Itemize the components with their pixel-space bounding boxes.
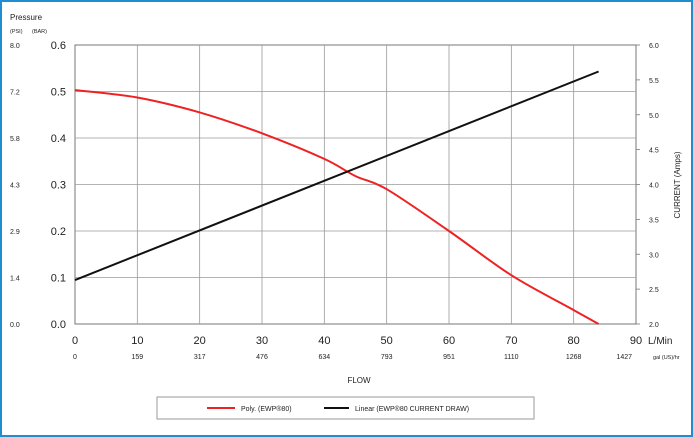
- y-tick-label-bar: 0.5: [51, 87, 66, 99]
- x-tick-label-gal: 159: [131, 354, 143, 361]
- y-axis-psi-unit: (PSI): [10, 29, 23, 35]
- y-tick-label-psi: 0.0: [10, 322, 20, 329]
- y-tick-label-psi: 4.3: [10, 183, 20, 190]
- x-axis-unit-primary: L/Min: [648, 336, 672, 347]
- y-tick-label-psi: 8.0: [10, 43, 20, 50]
- y-tick-label-amps: 3.5: [649, 217, 659, 224]
- legend-label-poly: Poly. (EWP®80): [241, 405, 292, 413]
- x-tick-label: 50: [381, 335, 393, 347]
- y-tick-label-amps: 2.0: [649, 322, 659, 329]
- x-axis-label: FLOW: [347, 376, 371, 385]
- x-tick-label-gal: 634: [318, 354, 330, 361]
- x-tick-label: 80: [568, 335, 580, 347]
- x-tick-label: 10: [131, 335, 143, 347]
- x-tick-label: 70: [505, 335, 517, 347]
- series-layer: [74, 70, 600, 325]
- tick-layer: 0 10 20 30 40 50 60 70 80 90 0 159 317 476 634 793 951 11…: [10, 40, 659, 361]
- right-axis-label: CURRENT (Amps): [673, 151, 682, 218]
- x-tick-label: 0: [72, 335, 78, 347]
- y-tick-label-psi: 7.2: [10, 90, 20, 97]
- y-tick-label-psi: 2.9: [10, 229, 20, 236]
- series-line-current: [74, 70, 599, 281]
- x-tick-label: 60: [443, 335, 455, 347]
- x-tick-label-gal: 1427: [616, 354, 632, 361]
- y-tick-label-bar: 0.6: [51, 40, 66, 52]
- y-tick-label-amps: 5.0: [649, 113, 659, 120]
- x-tick-label: 20: [194, 335, 206, 347]
- legend-label-linear: Linear (EWP®80 CURRENT DRAW): [355, 405, 469, 413]
- x-tick-label-gal: 0: [73, 354, 77, 361]
- y-tick-label-bar: 0.4: [51, 133, 66, 145]
- y-tick-label-psi: 1.4: [10, 276, 20, 283]
- y-tick-label-bar: 0.1: [51, 273, 66, 285]
- y-tick-label-amps: 4.5: [649, 148, 659, 155]
- series-line-pressure: [74, 89, 600, 325]
- x-tick-label-gal: 476: [256, 354, 268, 361]
- x-tick-label-gal: 793: [381, 354, 393, 361]
- y-tick-label-bar: 0.2: [51, 226, 66, 238]
- x-tick-label-gal: 951: [443, 354, 455, 361]
- y-axis-bar-unit: (BAR): [32, 29, 47, 35]
- x-tick-label: 30: [256, 335, 268, 347]
- y-tick-label-psi: 5.8: [10, 136, 20, 143]
- grid-layer: [74, 44, 637, 325]
- y-tick-label-amps: 4.0: [649, 183, 659, 190]
- y-tick-label-bar: 0.3: [51, 180, 66, 192]
- x-tick-label-gal: 317: [194, 354, 206, 361]
- y-tick-label-amps: 6.0: [649, 43, 659, 50]
- x-tick-label: 90: [630, 335, 642, 347]
- y-axis-title: Pressure: [10, 13, 43, 22]
- x-tick-label-gal: 1110: [504, 354, 519, 361]
- x-tick-label-gal: 1268: [566, 354, 582, 361]
- x-tick-label: 40: [318, 335, 330, 347]
- legend: Poly. (EWP®80) Linear (EWP®80 CURRENT DR…: [156, 396, 535, 420]
- y-tick-label-amps: 5.5: [649, 78, 659, 85]
- y-tick-label-amps: 3.0: [649, 252, 659, 259]
- y-tick-label-bar: 0.0: [51, 319, 66, 331]
- y-tick-label-amps: 2.5: [649, 287, 659, 294]
- x-axis-unit-secondary: gal (US)/hr: [653, 355, 680, 361]
